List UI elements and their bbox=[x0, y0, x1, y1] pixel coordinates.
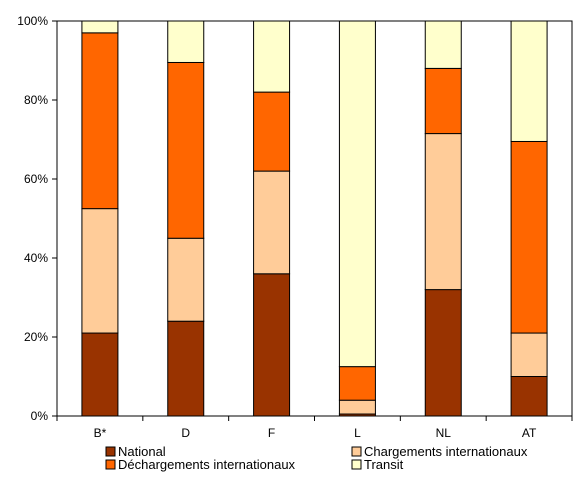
legend-label-d-chargements-internationaux: Déchargements internationaux bbox=[118, 457, 296, 472]
x-tick-label: B* bbox=[94, 426, 107, 440]
bar-segment-l-d-chargements-internationaux bbox=[338, 366, 376, 401]
bar-segment-at-d-chargements-internationaux bbox=[510, 140, 548, 334]
bar-segment-f-transit bbox=[253, 20, 291, 93]
bar-segment-f-chargements-internationaux bbox=[253, 170, 291, 275]
bar-segment-b-d-chargements-internationaux bbox=[81, 32, 119, 210]
legend-label-chargements-internationaux: Chargements internationaux bbox=[364, 444, 528, 459]
y-tick-label: 20% bbox=[24, 330, 48, 344]
legend-swatch-transit bbox=[351, 459, 362, 470]
bar-segment-f-national bbox=[253, 273, 291, 417]
x-tick-label: F bbox=[268, 426, 275, 440]
bar-segment-l-chargements-internationaux bbox=[338, 399, 376, 415]
bar-segment-nl-d-chargements-internationaux bbox=[424, 67, 462, 135]
bar-segment-nl-chargements-internationaux bbox=[424, 133, 462, 291]
legend-swatch-d-chargements-internationaux bbox=[105, 459, 116, 470]
legend-swatch-national bbox=[105, 446, 116, 457]
y-tick-label: 80% bbox=[24, 93, 48, 107]
bar-segment-f-d-chargements-internationaux bbox=[253, 91, 291, 172]
bar-segment-d-d-chargements-internationaux bbox=[167, 61, 205, 239]
bar-segment-nl-transit bbox=[424, 20, 462, 69]
bar-segment-at-transit bbox=[510, 20, 548, 142]
legend-label-national: National bbox=[118, 444, 166, 459]
bar-segment-b-chargements-internationaux bbox=[81, 208, 119, 334]
x-tick-label: D bbox=[181, 426, 190, 440]
x-tick-label: L bbox=[354, 426, 361, 440]
x-tick-label: AT bbox=[522, 426, 537, 440]
y-tick-label: 0% bbox=[31, 409, 49, 423]
bar-segment-l-transit bbox=[338, 20, 376, 368]
legend-label-transit: Transit bbox=[364, 457, 404, 472]
bar-segment-at-chargements-internationaux bbox=[510, 332, 548, 377]
bar-segment-nl-national bbox=[424, 289, 462, 417]
plot-area bbox=[56, 20, 573, 417]
bar-segment-d-national bbox=[167, 320, 205, 417]
bar-segment-d-transit bbox=[167, 20, 205, 63]
x-tick-label: NL bbox=[436, 426, 452, 440]
bar-segment-b-national bbox=[81, 332, 119, 417]
y-tick-label: 100% bbox=[17, 14, 48, 28]
bar-segment-b-transit bbox=[81, 20, 119, 34]
y-tick-label: 40% bbox=[24, 251, 48, 265]
bar-segment-at-national bbox=[510, 376, 548, 417]
bar-segment-d-chargements-internationaux bbox=[167, 237, 205, 322]
y-tick-label: 60% bbox=[24, 172, 48, 186]
legend-swatch-chargements-internationaux bbox=[351, 446, 362, 457]
